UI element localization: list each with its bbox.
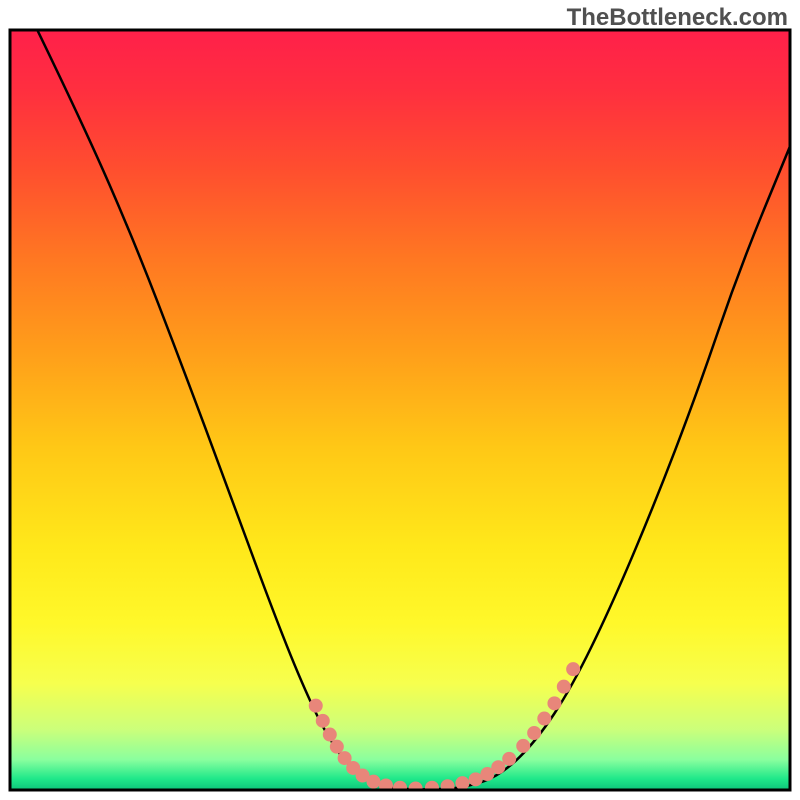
plot-background (10, 30, 790, 790)
data-marker (469, 773, 482, 786)
data-marker (367, 775, 380, 788)
data-marker (425, 781, 438, 794)
data-marker (557, 680, 570, 693)
data-marker (456, 777, 469, 790)
data-marker (503, 752, 516, 765)
data-marker (528, 727, 541, 740)
data-marker (517, 739, 530, 752)
chart-root: TheBottleneck.com (0, 0, 800, 800)
watermark-text: TheBottleneck.com (567, 4, 788, 32)
data-marker (309, 699, 322, 712)
data-marker (316, 714, 329, 727)
data-marker (394, 781, 407, 794)
data-marker (538, 712, 551, 725)
data-marker (330, 740, 343, 753)
chart-svg (0, 0, 800, 800)
data-marker (548, 697, 561, 710)
data-marker (492, 761, 505, 774)
data-marker (323, 728, 336, 741)
data-marker (409, 782, 422, 795)
data-marker (567, 663, 580, 676)
